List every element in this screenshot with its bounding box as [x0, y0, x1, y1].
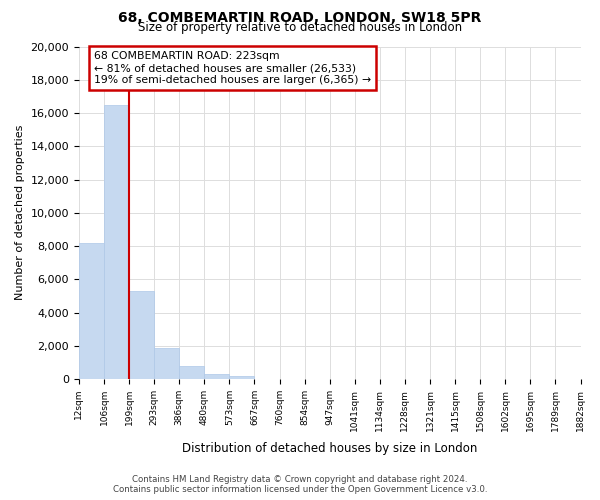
Text: Size of property relative to detached houses in London: Size of property relative to detached ho… — [138, 22, 462, 35]
Bar — [229, 376, 254, 379]
Text: 68 COMBEMARTIN ROAD: 223sqm
← 81% of detached houses are smaller (26,533)
19% of: 68 COMBEMARTIN ROAD: 223sqm ← 81% of det… — [94, 52, 371, 84]
Bar — [179, 366, 205, 379]
Text: Contains HM Land Registry data © Crown copyright and database right 2024.
Contai: Contains HM Land Registry data © Crown c… — [113, 474, 487, 494]
X-axis label: Distribution of detached houses by size in London: Distribution of detached houses by size … — [182, 442, 478, 455]
Bar — [104, 104, 129, 379]
Bar — [154, 348, 179, 379]
Bar — [205, 374, 229, 379]
Text: 68, COMBEMARTIN ROAD, LONDON, SW18 5PR: 68, COMBEMARTIN ROAD, LONDON, SW18 5PR — [118, 11, 482, 25]
Bar — [79, 242, 104, 379]
Y-axis label: Number of detached properties: Number of detached properties — [15, 125, 25, 300]
Bar — [129, 291, 154, 379]
